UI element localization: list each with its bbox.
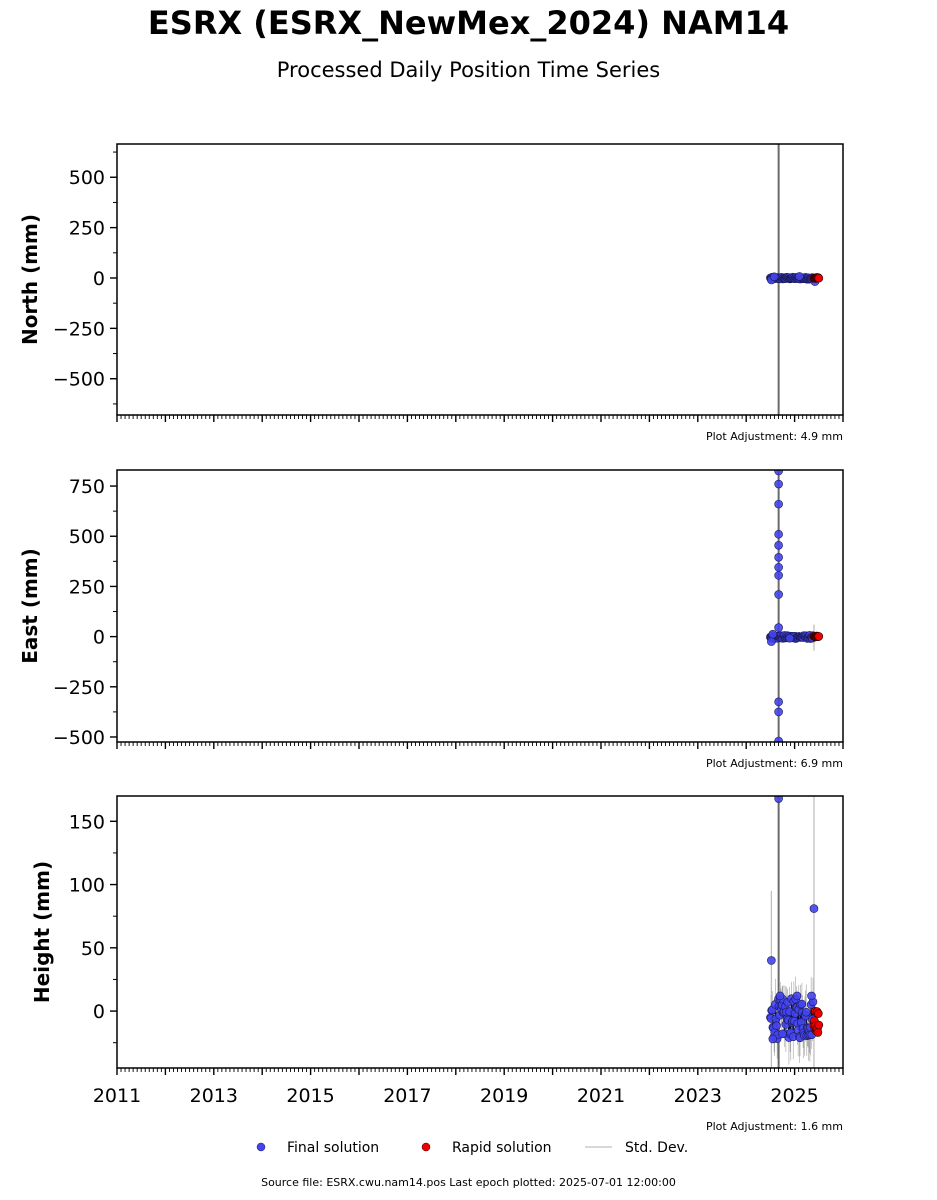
final-solution-points (766, 796, 819, 1044)
plot-area (766, 470, 824, 742)
x-tick-label: 2013 (190, 1085, 238, 1107)
y-axis-label: North (mm) (18, 214, 42, 345)
final-point (768, 629, 778, 639)
final-point (774, 470, 783, 476)
final-point (774, 479, 783, 489)
final-point (809, 904, 819, 913)
legend-std-label: Std. Dev. (625, 1140, 688, 1156)
final-point (795, 272, 804, 281)
plot-area (766, 796, 824, 1068)
rapid-solution-points (809, 273, 824, 283)
rapid-point (813, 1028, 823, 1037)
final-point (778, 1029, 787, 1039)
y-tick-label: 250 (69, 218, 105, 240)
y-tick-label: −500 (53, 369, 105, 391)
legend-rapid-marker (421, 1142, 431, 1152)
final-point (774, 553, 783, 562)
y-tick-label: 500 (69, 167, 105, 189)
final-point (774, 623, 783, 632)
final-point (769, 272, 779, 282)
final-point (774, 499, 783, 509)
x-tick-label: 2017 (383, 1085, 431, 1107)
x-tick-label: 2019 (480, 1085, 528, 1107)
legend: Final solution Rapid solution Std. Dev. (256, 1140, 688, 1156)
y-tick-label: 250 (69, 576, 105, 598)
y-tick-label: −250 (53, 677, 105, 699)
rapid-point (814, 273, 824, 283)
rapid-point (814, 1009, 823, 1018)
final-solution-points (766, 470, 818, 742)
rapid-solution-points (809, 1006, 824, 1037)
x-tick-label: 2015 (286, 1085, 334, 1107)
final-point (767, 956, 776, 965)
x-tick-label: 2021 (577, 1085, 625, 1107)
final-point (801, 1007, 811, 1017)
final-point (775, 991, 785, 1001)
plot-adjustment-label: Plot Adjustment: 1.6 mm (706, 1120, 843, 1133)
y-axis-label: Height (mm) (30, 861, 54, 1003)
legend-final-label: Final solution (287, 1140, 379, 1156)
y-tick-label: 750 (69, 476, 105, 498)
y-tick-label: −500 (53, 727, 105, 749)
y-tick-label: 50 (81, 938, 105, 960)
chart-subtitle: Processed Daily Position Time Series (276, 58, 661, 82)
panel-1: −500 −250 0 250 500 North (mm) Plot Adjustment… (18, 143, 844, 443)
final-point (792, 991, 802, 1001)
legend-final-marker (256, 1142, 266, 1152)
y-tick-label: 100 (69, 875, 105, 897)
final-point (774, 707, 783, 717)
rapid-point (814, 632, 824, 641)
y-tick-label: −250 (53, 318, 105, 340)
final-point (797, 999, 807, 1009)
plot-frame (116, 143, 844, 416)
y-axis-label: East (mm) (18, 548, 42, 664)
y-tick-label: 150 (69, 811, 105, 833)
plot-frame (116, 795, 844, 1069)
x-tick-label: 2025 (770, 1085, 818, 1107)
chart-title: ESRX (ESRX_NewMex_2024) NAM14 (147, 4, 790, 42)
panel-3: 0 50 100 150 2011 2013 2015 2017 2019 2021 2023 202… (30, 795, 844, 1133)
final-point (767, 637, 776, 646)
final-point (774, 571, 783, 580)
final-point (774, 697, 783, 707)
final-point (774, 736, 783, 742)
final-point (774, 529, 783, 539)
y-tick-label: 0 (93, 1001, 105, 1023)
panel-2: −500 −250 0 250 500 750 East (mm) Plot Adjustme… (18, 469, 844, 770)
x-tick-label: 2023 (674, 1085, 722, 1107)
plot-adjustment-label: Plot Adjustment: 4.9 mm (706, 430, 843, 443)
footer-source: Source file: ESRX.cwu.nam14.pos Last epo… (261, 1176, 676, 1189)
rapid-point (814, 1020, 824, 1030)
y-tick-label: 0 (93, 268, 105, 290)
plot-adjustment-label: Plot Adjustment: 6.9 mm (706, 757, 843, 770)
y-tick-label: 0 (93, 627, 105, 649)
final-point (774, 796, 783, 803)
final-point (774, 540, 783, 550)
y-tick-label: 500 (69, 526, 105, 548)
final-point (774, 590, 783, 599)
final-point (768, 1034, 778, 1044)
final-point (772, 1021, 781, 1031)
rapid-solution-points (809, 631, 824, 642)
final-point (807, 991, 816, 1001)
plot-frame (116, 469, 844, 743)
final-point (785, 633, 795, 643)
legend-rapid-label: Rapid solution (452, 1140, 552, 1156)
x-tick-label: 2011 (93, 1085, 141, 1107)
final-point (774, 563, 783, 572)
plot-area (766, 144, 824, 415)
